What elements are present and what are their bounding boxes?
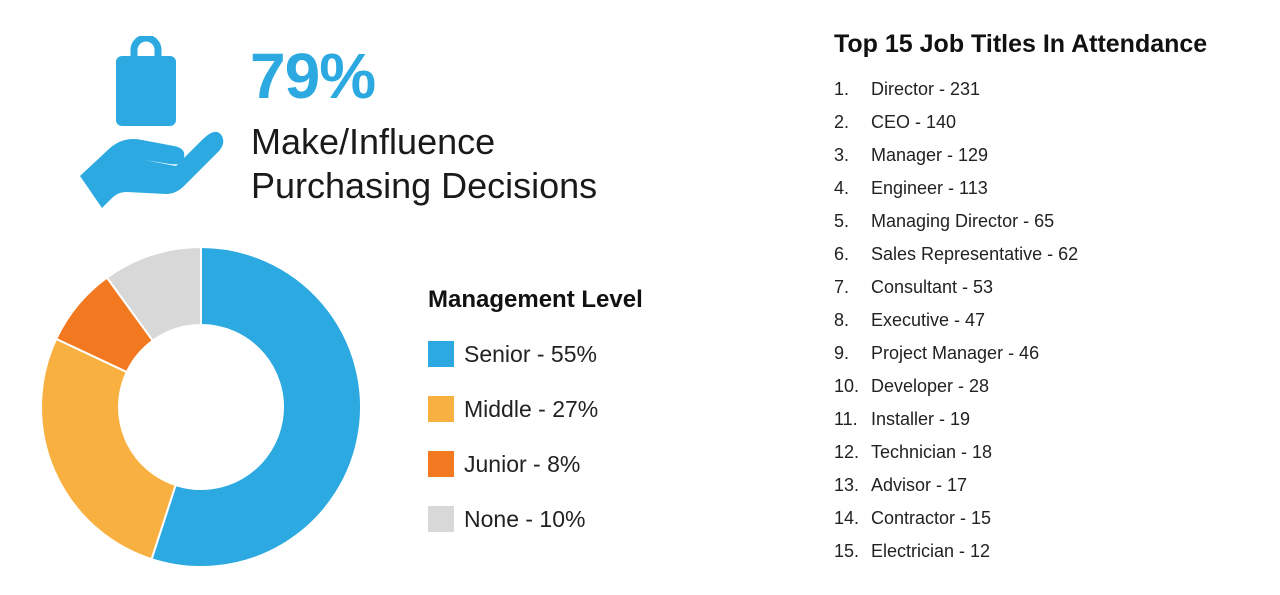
legend-label: Junior - 8% [464, 450, 581, 477]
jobs-item-number: 14. [834, 508, 860, 528]
legend-swatch [428, 396, 454, 422]
jobs-list-item: 5. Managing Director - 65 [834, 210, 1078, 243]
legend-item-middle: Middle - 27% [428, 395, 598, 423]
jobs-item-text: Installer - 19 [871, 409, 971, 429]
jobs-item-number: 11. [834, 409, 858, 429]
jobs-list-item: 8. Executive - 47 [834, 309, 1078, 342]
jobs-item-number: 10. [834, 376, 860, 396]
jobs-item-number: 4. [834, 178, 850, 198]
jobs-title: Top 15 Job Titles In Attendance [834, 30, 1208, 58]
jobs-item-text: Developer - 28 [871, 376, 990, 396]
legend-title: Management Level [428, 286, 643, 313]
jobs-item-text: Consultant - 53 [871, 277, 994, 297]
jobs-item-number: 8. [834, 310, 850, 330]
jobs-item-text: Executive - 47 [871, 310, 986, 330]
legend-label: None - 10% [464, 505, 586, 532]
jobs-item-text: Project Manager - 46 [871, 343, 1040, 363]
legend-label: Middle - 27% [464, 395, 599, 422]
jobs-item-text: Managing Director - 65 [871, 211, 1055, 231]
jobs-list-item: 14. Contractor - 15 [834, 507, 1078, 540]
jobs-item-number: 3. [834, 145, 850, 165]
donut-slice-senior [150, 246, 362, 568]
jobs-item-text: CEO - 140 [871, 112, 957, 132]
legend-swatch [428, 506, 454, 532]
donut-slice-middle [40, 337, 177, 561]
jobs-list-item: 1. Director - 231 [834, 78, 1078, 111]
stat-caption-line1: Make/Influence [251, 121, 496, 162]
jobs-list: 1. Director - 231 2. CEO - 140 3. Manager - 1… [834, 78, 1078, 573]
jobs-list-item: 9. Project Manager - 46 [834, 342, 1078, 375]
jobs-item-number: 13. [834, 475, 860, 495]
legend-item-senior: Senior - 55% [428, 340, 598, 368]
jobs-list-item: 6. Sales Representative - 62 [834, 243, 1078, 276]
management-level-donut-chart [40, 246, 362, 568]
jobs-item-number: 2. [834, 112, 850, 132]
legend-item-none: None - 10% [428, 505, 598, 533]
stat-caption-line2: Purchasing Decisions [251, 165, 598, 206]
jobs-item-number: 15. [834, 541, 860, 561]
jobs-list-item: 11. Installer - 19 [834, 408, 1078, 441]
jobs-item-text: Manager - 129 [871, 145, 989, 165]
jobs-item-text: Contractor - 15 [871, 508, 992, 528]
jobs-item-number: 12. [834, 442, 860, 462]
hand-holding-bag-icon [80, 36, 224, 208]
jobs-list-item: 12. Technician - 18 [834, 441, 1078, 474]
legend-swatch [428, 451, 454, 477]
jobs-item-number: 9. [834, 343, 850, 363]
jobs-list-item: 10. Developer - 28 [834, 375, 1078, 408]
stat-percent: 79% [250, 40, 376, 112]
legend-swatch [428, 341, 454, 367]
jobs-list-item: 15. Electrician - 12 [834, 540, 1078, 573]
donut-slice-none [105, 246, 202, 343]
jobs-item-text: Director - 231 [871, 79, 981, 99]
legend: Senior - 55% Middle - 27% Junior - 8% None … [428, 340, 598, 560]
jobs-list-item: 2. CEO - 140 [834, 111, 1078, 144]
jobs-list-item: 3. Manager - 129 [834, 144, 1078, 177]
jobs-item-number: 5. [834, 211, 850, 231]
jobs-list-item: 13. Advisor - 17 [834, 474, 1078, 507]
legend-item-junior: Junior - 8% [428, 450, 598, 478]
jobs-item-number: 6. [834, 244, 850, 264]
jobs-list-item: 4. Engineer - 113 [834, 177, 1078, 210]
jobs-item-number: 7. [834, 277, 850, 297]
jobs-item-text: Sales Representative - 62 [871, 244, 1079, 264]
legend-label: Senior - 55% [464, 340, 597, 367]
stat-caption: Make/Influence Purchasing Decisions [251, 120, 597, 208]
jobs-item-text: Advisor - 17 [871, 475, 968, 495]
jobs-item-text: Technician - 18 [871, 442, 993, 462]
jobs-item-text: Electrician - 12 [871, 541, 991, 561]
jobs-item-number: 1. [834, 79, 850, 99]
jobs-item-text: Engineer - 113 [871, 178, 988, 198]
jobs-list-item: 7. Consultant - 53 [834, 276, 1078, 309]
